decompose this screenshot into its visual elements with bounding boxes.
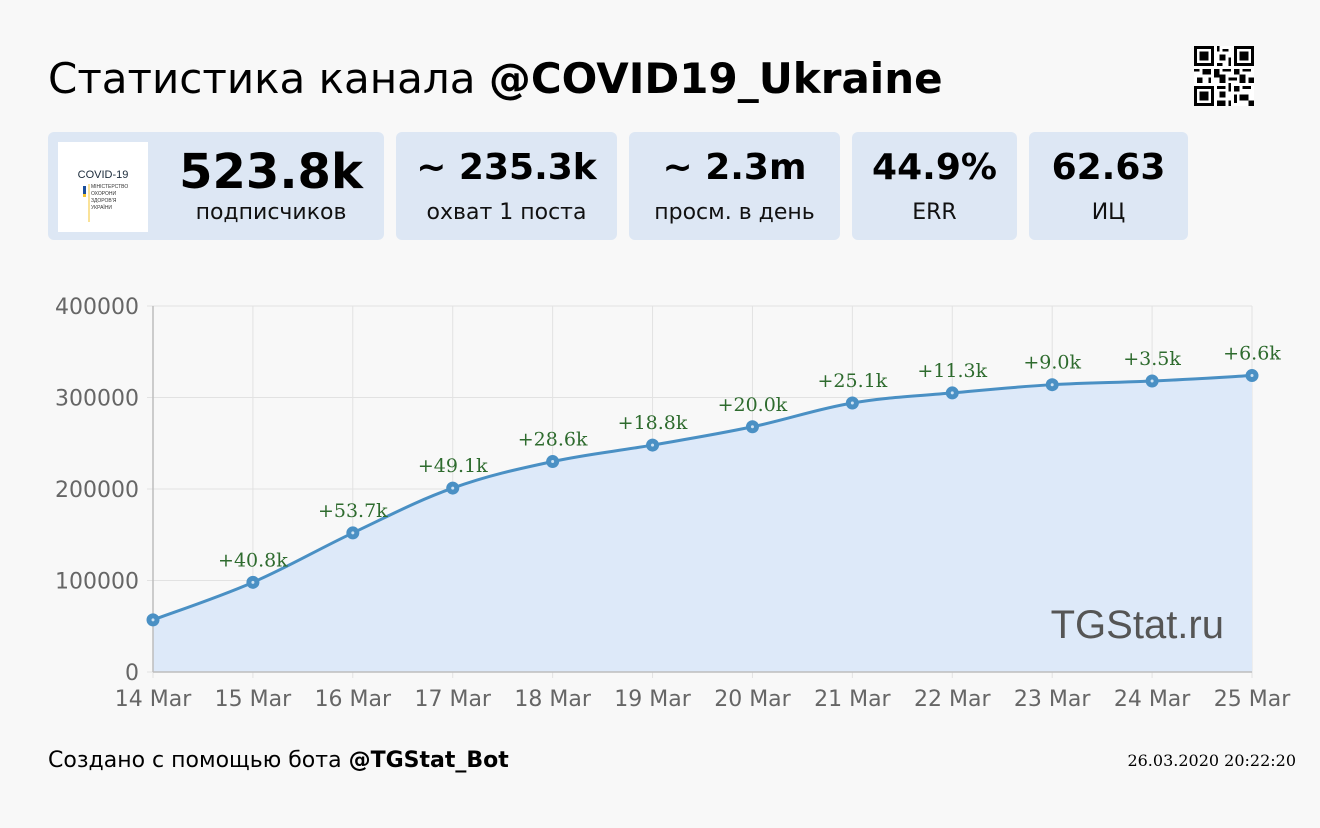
x-tick-label: 18 Mar — [514, 687, 591, 712]
stat-value: 44.9% — [872, 147, 997, 188]
watermark: TGStat.ru — [1051, 603, 1224, 647]
stat-label: подписчиков — [195, 200, 347, 225]
data-label: +18.8k — [618, 412, 688, 434]
stat-card-reach: ~ 235.3k охват 1 поста — [396, 132, 617, 240]
y-tick-label: 100000 — [55, 570, 139, 595]
data-point-center — [551, 460, 555, 464]
data-label: +49.1k — [418, 455, 488, 477]
data-label: +11.3k — [917, 360, 987, 382]
stat-label: ERR — [912, 200, 957, 225]
stat-value: ~ 2.3m — [662, 147, 807, 188]
x-tick-label: 20 Mar — [714, 687, 791, 712]
data-label: +9.0k — [1023, 352, 1081, 374]
stat-value: 523.8k — [179, 144, 363, 200]
x-tick-label: 16 Mar — [315, 687, 392, 712]
data-point-center — [451, 486, 455, 490]
x-tick-label: 23 Mar — [1014, 687, 1091, 712]
footer-credit: Создано с помощью бота @TGStat_Bot — [48, 746, 509, 776]
x-tick-label: 19 Mar — [614, 687, 691, 712]
channel-logo: COVID-19 МІНІСТЕРСТВО ОХОРОНИ ЗДОРОВ'Я У… — [58, 142, 148, 232]
x-tick-label: 21 Mar — [814, 687, 891, 712]
logo-line-4: УКРАЇНИ — [91, 204, 112, 211]
stat-value: ~ 235.3k — [416, 147, 597, 188]
x-tick-label: 22 Mar — [914, 687, 991, 712]
stat-label: охват 1 поста — [426, 200, 587, 225]
stat-card-err: 44.9% ERR — [852, 132, 1017, 240]
x-tick-label: 17 Mar — [414, 687, 491, 712]
data-point-center — [1150, 379, 1154, 383]
y-tick-label: 200000 — [55, 478, 139, 503]
subscribers-chart: 0 100000 200000 300000 400000 14 Mar 15 Mar 16 … — [55, 295, 1291, 712]
stat-value: 62.63 — [1051, 147, 1166, 188]
channel-name: @COVID19_Ukraine — [488, 54, 943, 103]
data-point-center — [950, 391, 954, 395]
stat-label: ИЦ — [1091, 200, 1126, 225]
data-label: +28.6k — [518, 429, 588, 451]
data-point-center — [251, 580, 255, 584]
title-prefix: Статистика канала — [48, 54, 476, 103]
y-tick-label: 400000 — [55, 295, 139, 320]
generated-timestamp: 26.03.2020 20:22:20 — [1127, 751, 1296, 770]
qr-code-icon — [1194, 46, 1254, 106]
stat-card-citation-index: 62.63 ИЦ — [1029, 132, 1188, 240]
bot-link[interactable]: @TGStat_Bot — [348, 748, 509, 773]
y-tick-label: 0 — [125, 661, 139, 686]
data-point-center — [1050, 383, 1054, 387]
data-label: +40.8k — [218, 549, 288, 571]
logo-heading: COVID-19 — [78, 169, 129, 181]
stat-card-subscribers: COVID-19 МІНІСТЕРСТВО ОХОРОНИ ЗДОРОВ'Я У… — [48, 132, 384, 240]
y-tick-label: 300000 — [55, 387, 139, 412]
series-line — [152, 374, 1253, 622]
data-point-center — [1250, 374, 1254, 378]
series-area — [153, 375, 1252, 672]
page-title: Статистика канала @COVID19_Ukraine — [48, 50, 943, 108]
x-tick-label: 25 Mar — [1214, 687, 1291, 712]
stat-label: просм. в день — [654, 200, 815, 225]
data-label: +6.6k — [1223, 343, 1281, 365]
data-point-center — [651, 443, 655, 447]
data-point-center — [750, 425, 754, 429]
data-point-center — [151, 618, 155, 622]
data-label: +53.7k — [318, 500, 388, 522]
data-label: +25.1k — [817, 370, 887, 392]
data-point-center — [850, 401, 854, 405]
x-tick-label: 24 Mar — [1114, 687, 1191, 712]
stat-card-daily-views: ~ 2.3m просм. в день — [629, 132, 840, 240]
data-label: +3.5k — [1123, 348, 1181, 370]
data-point-center — [351, 531, 355, 535]
logo-line-2: ОХОРОНИ — [91, 191, 116, 197]
data-label: +20.0k — [718, 394, 788, 416]
ministry-logo-icon: COVID-19 МІНІСТЕРСТВО ОХОРОНИ ЗДОРОВ'Я У… — [78, 169, 129, 222]
logo-line-3: ЗДОРОВ'Я — [91, 198, 117, 204]
x-tick-label: 15 Mar — [215, 687, 292, 712]
x-tick-label: 14 Mar — [115, 687, 192, 712]
logo-line-1: МІНІСТЕРСТВО — [91, 184, 128, 190]
footer-prefix: Создано с помощью бота — [48, 748, 342, 773]
